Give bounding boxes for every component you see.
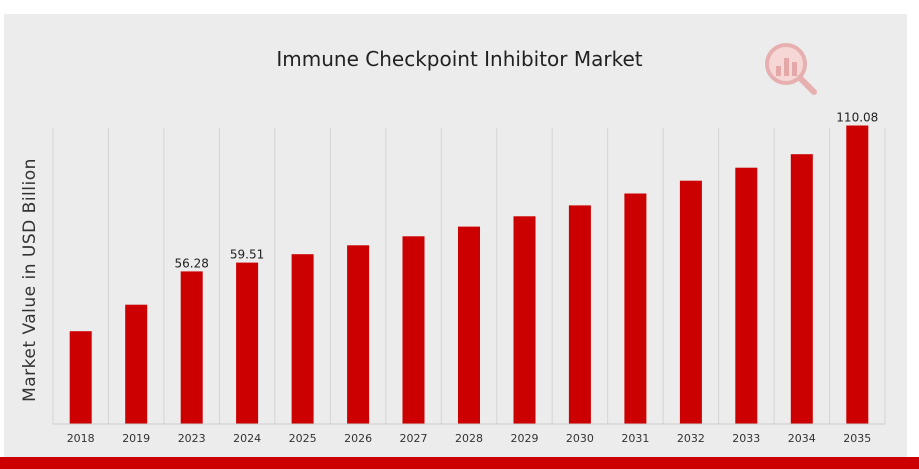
bar-2035: [846, 125, 869, 424]
x-tick-label: 2019: [122, 432, 150, 445]
bar-2018: [69, 331, 92, 424]
bar-2031: [624, 193, 647, 424]
bar-2019: [125, 304, 148, 424]
x-tick-label: 2030: [566, 432, 594, 445]
x-tick-label: 2027: [400, 432, 428, 445]
bars: [69, 125, 869, 424]
x-tick-label: 2033: [732, 432, 760, 445]
bottom-accent-strip: [0, 457, 919, 469]
bar-2030: [568, 205, 591, 424]
bar-2025: [291, 254, 314, 424]
x-tick-labels: 2018 2019 2023 2024 2025 2026 2027 2028 2029 2030…: [67, 432, 872, 445]
data-labels: 56.28 59.51 110.08: [175, 111, 879, 271]
bar-2028: [458, 226, 480, 424]
data-label: 56.28: [175, 256, 209, 270]
bar-2033: [735, 167, 758, 424]
x-tick-label: 2028: [455, 432, 483, 445]
x-tick-label: 2031: [621, 432, 649, 445]
x-tick-label: 2029: [511, 432, 539, 445]
bar-2034: [790, 154, 813, 424]
x-tick-label: 2025: [289, 432, 317, 445]
x-tick-label: 2034: [788, 432, 816, 445]
data-label: 110.08: [836, 111, 878, 125]
x-tick-label: 2035: [843, 432, 871, 445]
chart-title: Immune Checkpoint Inhibitor Market: [276, 47, 643, 71]
x-tick-label: 2026: [344, 432, 372, 445]
bar-2023: [180, 271, 203, 424]
x-tick-label: 2018: [67, 432, 95, 445]
bar-2029: [513, 216, 536, 424]
data-label: 59.51: [230, 248, 264, 262]
bar-2032: [679, 180, 702, 424]
x-tick-label: 2024: [233, 432, 261, 445]
bar-2026: [347, 245, 370, 424]
x-tick-label: 2023: [178, 432, 206, 445]
bar-2024: [236, 262, 259, 424]
x-tick-label: 2032: [677, 432, 705, 445]
bar-2027: [402, 236, 425, 424]
chart-magnifier-logo-icon: [765, 43, 817, 95]
grid-lines: [52, 128, 886, 424]
